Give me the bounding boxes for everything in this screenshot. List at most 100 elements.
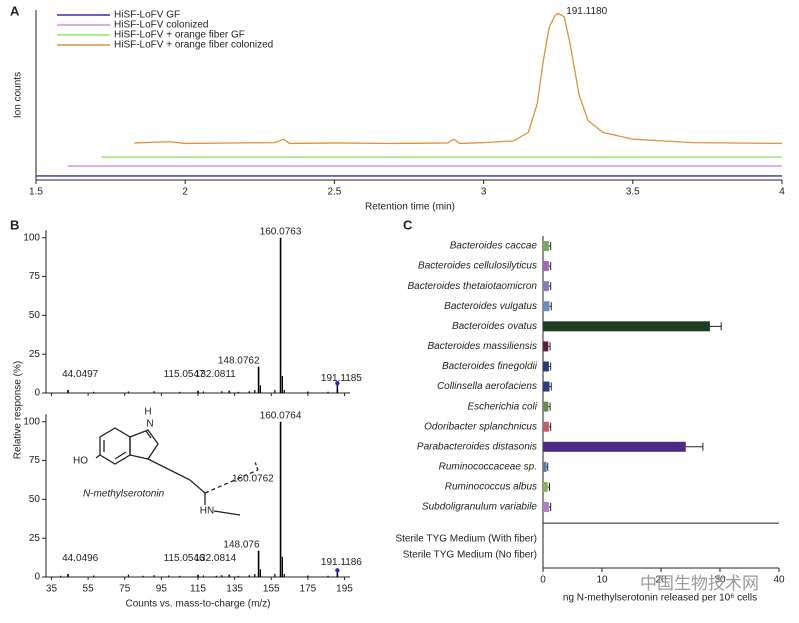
- y-tick-label: 100: [23, 416, 40, 427]
- bar: [543, 301, 550, 312]
- category-label: Parabacteroides distasonis: [417, 441, 537, 452]
- bar: [543, 481, 548, 492]
- error-bar: [548, 402, 551, 411]
- legend-label: HiSF-LoFV + orange fiber GF: [114, 30, 245, 41]
- error-bar: [547, 482, 550, 491]
- peak-label: 148.0762: [218, 355, 260, 366]
- category-label: Ruminococcaceae sp.: [439, 462, 537, 473]
- peak-label: 160.0764: [260, 410, 302, 421]
- y-tick-label: 25: [29, 349, 41, 360]
- x-tick-label: 3: [481, 187, 487, 198]
- error-bar: [549, 382, 552, 391]
- y-tick-label: 50: [29, 310, 41, 321]
- error-bar: [548, 362, 552, 371]
- x-tick-label: 2: [182, 187, 188, 198]
- molecule: [95, 427, 259, 516]
- error-bar: [546, 462, 549, 471]
- x-tick-label: 20: [655, 575, 667, 586]
- x-tick-label: 2.5: [327, 187, 341, 198]
- peak-label: 160.0763: [260, 226, 302, 237]
- error-bar: [549, 302, 552, 311]
- category-label: Odoribacter splanchnicus: [424, 421, 537, 432]
- panel-letter: C: [403, 217, 413, 232]
- category-label: Collinsella aerofaciens: [437, 381, 537, 392]
- y-axis-label: Relative response (%): [13, 361, 24, 459]
- error-bar: [548, 503, 552, 512]
- error-bar: [685, 442, 704, 451]
- category-label: Sterile TYG Medium (No fiber): [403, 550, 537, 561]
- x-tick-label: 135: [226, 584, 243, 595]
- watermark: 中国生物技术网: [640, 574, 759, 594]
- atom-label: H: [144, 407, 151, 418]
- x-tick-label: 155: [263, 584, 280, 595]
- x-axis-label: Counts vs. mass-to-charge (m/z): [125, 599, 270, 610]
- legend-label: HiSF-LoFV + orange fiber colonized: [114, 40, 273, 51]
- x-tick-label: 1.5: [29, 187, 43, 198]
- x-tick-label: 0: [540, 575, 546, 586]
- y-tick-label: 75: [29, 455, 41, 466]
- bar: [543, 401, 549, 412]
- y-tick-label: 50: [29, 494, 41, 505]
- peak-annotation: 191.1180: [566, 6, 607, 17]
- bar: [543, 421, 549, 432]
- x-axis-label: ng N-methylserotonin released per 10⁶ ce…: [563, 593, 757, 604]
- y-tick-label: 25: [29, 533, 41, 544]
- fragment-label: 160.0762: [232, 474, 274, 485]
- peak-label: 132.0811: [195, 369, 236, 380]
- peak-label: 115.0546: [164, 553, 205, 564]
- y-tick-label: 100: [23, 232, 40, 243]
- x-tick-label: 115: [190, 584, 206, 595]
- category-label: Sterile TYG Medium (With fiber): [395, 534, 537, 545]
- x-tick-label: 4: [779, 187, 785, 198]
- x-tick-label: 75: [119, 584, 131, 595]
- panel-letter: A: [10, 3, 20, 18]
- bar: [543, 241, 549, 251]
- y-tick-label: 0: [34, 572, 40, 583]
- error-bar: [709, 322, 722, 331]
- y-axis-label: Ion counts: [13, 72, 24, 118]
- category-label: Subdoligranulum variabile: [422, 502, 538, 513]
- peak-label: 44.0496: [62, 553, 99, 564]
- bar: [543, 461, 547, 472]
- atom-label: N: [146, 419, 153, 430]
- bar: [543, 261, 549, 272]
- x-axis-label: Retention time (min): [365, 202, 455, 213]
- peak-label: 191.1186: [321, 557, 362, 568]
- category-label: Bacteroides thetaiotaomicron: [407, 281, 537, 292]
- x-tick-label: 195: [336, 584, 353, 595]
- x-tick-label: 55: [83, 584, 95, 595]
- atom-label: HO: [73, 456, 88, 467]
- x-tick-label: 40: [773, 575, 785, 586]
- category-label: Bacteroides cellulosilyticus: [418, 261, 537, 272]
- x-tick-label: 10: [596, 575, 608, 586]
- peak-label: 115.0547: [164, 369, 205, 380]
- x-tick-label: 35: [46, 584, 58, 595]
- peak-label: 191.1185: [321, 373, 362, 384]
- y-tick-label: 75: [29, 271, 41, 282]
- error-bar: [548, 282, 552, 291]
- bar: [543, 361, 549, 372]
- compound-name: N-methylserotonin: [83, 489, 165, 500]
- x-tick-label: 3.5: [626, 187, 640, 198]
- category-label: Escherichia coli: [468, 401, 538, 412]
- legend-label: HiSF-LoFV colonized: [114, 20, 208, 31]
- peak-label: 132.0814: [194, 553, 236, 564]
- category-label: Bacteroides caccae: [450, 241, 538, 252]
- peak-marker: [335, 568, 340, 573]
- y-tick-label: 0: [34, 388, 40, 399]
- bar: [543, 321, 710, 332]
- bar: [543, 502, 549, 513]
- atom-label: HN: [200, 506, 214, 517]
- category-label: Bacteroides finegoldii: [442, 361, 538, 372]
- category-label: Ruminococcus albus: [445, 482, 537, 493]
- x-tick-label: 175: [300, 584, 317, 595]
- x-tick-label: 95: [156, 584, 168, 595]
- category-label: Bacteroides vulgatus: [444, 301, 537, 312]
- error-bar: [548, 242, 552, 250]
- x-tick-label: 30: [714, 575, 726, 586]
- bar: [543, 281, 549, 292]
- peak-label: 148.076: [223, 539, 260, 550]
- error-bar: [548, 422, 552, 431]
- bar: [543, 381, 550, 392]
